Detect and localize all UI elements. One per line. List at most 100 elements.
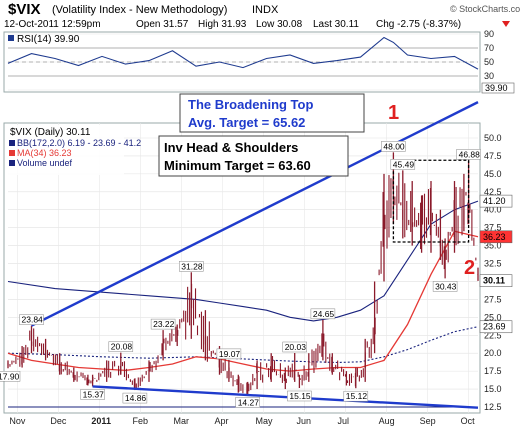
legend-bb-swatch (9, 140, 15, 146)
wave-marker-2: 2 (464, 257, 475, 279)
right-price-tags: 41.20 36.23 30.11 23.69 (479, 194, 513, 334)
x-axis-label: May (256, 416, 274, 426)
broadening-top-line1: The Broadening Top (188, 97, 313, 112)
broadening-top-box (179, 93, 365, 133)
point-label: 23.22 (153, 319, 175, 329)
right-price-tag (479, 274, 513, 287)
datetime: 12-Oct-2011 12:59pm (4, 19, 101, 30)
x-axis-labels: Nov Dec 2011 Feb Mar Apr May Jun Jul Aug Sep Oct (9, 416, 475, 426)
point-label: 48.00 (383, 141, 405, 151)
legend-bb: BB(172,2.0) 6.19 - 23.69 - 41.2 (17, 138, 141, 148)
point-label-box (150, 318, 176, 330)
quote-last: Last 30.11 (313, 19, 359, 30)
broadening-top-line2: Avg. Target = 65.62 (188, 115, 305, 130)
x-axis-label: Dec (50, 416, 67, 426)
point-label: 20.08 (111, 342, 133, 352)
trendline (92, 385, 479, 409)
point-label: 15.12 (346, 391, 368, 401)
point-label: 23.84 (22, 315, 44, 325)
trendline (30, 101, 479, 327)
trendlines (30, 101, 479, 409)
right-price-tag (479, 320, 513, 334)
price-tick-label: 12.5 (484, 402, 502, 412)
inv-hs-line2: Minimum Target = 63.60 (164, 158, 311, 173)
point-label-box (108, 341, 134, 352)
symbol-title: $VIX (8, 1, 41, 18)
x-axis-label: Jun (297, 416, 312, 426)
index-description: (Volatility Index - New Methodology) (52, 4, 227, 16)
rsi-panel: 9070503010 RSI(14) 39.90 39.90 (3, 29, 515, 95)
right-price-tag-text: 36.23 (483, 232, 506, 242)
price-tick-label: 40.0 (484, 205, 502, 215)
legend-ma: MA(34) 36.23 (17, 148, 72, 158)
point-label-box (310, 308, 336, 320)
legend-volume: Volume undef (17, 158, 73, 168)
right-price-tag (479, 230, 513, 244)
right-price-tag (479, 194, 513, 208)
x-axis-label: Sep (420, 416, 436, 426)
rsi-legend-swatch (8, 35, 14, 41)
price-tick-label: 15.0 (484, 384, 502, 394)
point-label-box (390, 159, 416, 170)
quote-low: Low 30.08 (256, 19, 303, 30)
price-tick-label: 20.0 (484, 348, 502, 358)
ma34-line (7, 230, 479, 372)
point-label: 30.43 (435, 281, 457, 291)
right-price-tag-text: 23.69 (483, 322, 506, 332)
point-label: 14.27 (238, 397, 260, 407)
legend-title: $VIX (Daily) 30.11 (10, 127, 91, 138)
bb-upper-line (7, 200, 479, 322)
point-label-box (19, 314, 44, 325)
rsi-value-tag (481, 82, 515, 94)
rsi-label: RSI(14) 39.90 (17, 34, 80, 45)
target-dashed-box (392, 159, 470, 243)
point-label-box (343, 390, 369, 402)
point-label-box (282, 341, 307, 353)
point-label-box (216, 348, 242, 360)
exchange-label: INDX (252, 4, 279, 16)
point-label: 17.90 (0, 371, 20, 381)
right-price-tag-text: 41.20 (483, 196, 506, 206)
price-tick-label: 47.5 (484, 151, 502, 161)
rsi-line (7, 36, 479, 70)
price-tick-label: 50.0 (484, 133, 502, 143)
point-label-box (179, 261, 204, 272)
x-axis-label: Feb (132, 416, 148, 426)
price-tick-label: 37.5 (484, 223, 502, 233)
quote-open: Open 31.57 (136, 19, 189, 30)
x-axis-label: Oct (461, 416, 476, 426)
point-label-box (0, 371, 21, 382)
point-label: 20.03 (285, 342, 307, 352)
rsi-tick-label: 70 (484, 43, 494, 53)
price-tick-label: 27.5 (484, 294, 502, 304)
x-axis-label: Mar (173, 416, 189, 426)
legend-ma-swatch (9, 150, 15, 156)
x-axis-label: 2011 (91, 416, 111, 426)
point-label-box (432, 281, 458, 292)
rsi-tick-label: 30 (484, 71, 494, 81)
price-tick-label: 35.0 (484, 241, 502, 251)
quote-change: Chg -2.75 (-8.37%) (376, 19, 461, 30)
price-tick-label: 45.0 (484, 169, 502, 179)
wave-marker-1: 1 (388, 102, 399, 124)
legend-background (6, 125, 124, 175)
point-labels: 17.90 23.84 15.37 20.08 14.86 23.22 31.28 19.07… (0, 141, 481, 408)
inv-hs-box (158, 135, 349, 177)
price-tick-label: 42.5 (484, 187, 502, 197)
price-tick-label: 22.5 (484, 330, 502, 340)
x-axis-label: Apr (214, 416, 228, 426)
point-label: 24.65 (313, 309, 335, 319)
price-ticks: 50.047.545.042.540.037.535.032.530.027.5… (484, 133, 502, 412)
point-label: 15.15 (289, 391, 311, 401)
price-tick-label: 25.0 (484, 312, 502, 322)
inv-hs-line1: Inv Head & Shoulders (164, 140, 298, 155)
point-label-box (122, 392, 148, 404)
price-panel: 50.047.545.042.540.037.535.032.530.027.5… (0, 93, 513, 426)
rsi-value-tag-text: 39.90 (485, 83, 508, 93)
x-axis-label: Aug (379, 416, 395, 426)
point-label-box (456, 149, 481, 160)
x-axis-label: Nov (9, 416, 26, 426)
legend-volume-swatch (9, 160, 15, 166)
brand-mark: © StockCharts.com (450, 4, 520, 14)
